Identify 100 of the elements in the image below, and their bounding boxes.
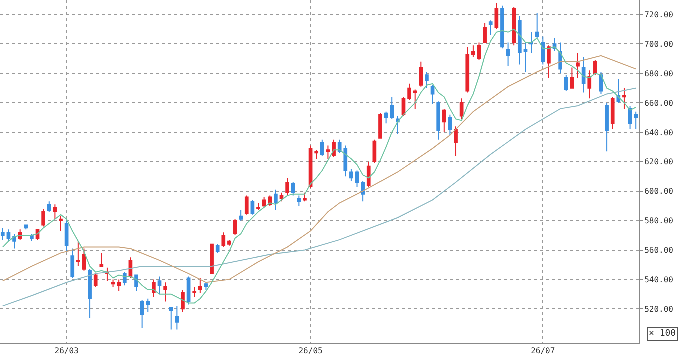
candlestick	[262, 196, 266, 208]
candlestick	[466, 46, 470, 94]
candlestick	[622, 88, 626, 110]
candlestick	[326, 145, 330, 160]
line-series	[2, 88, 637, 307]
candlestick	[413, 89, 418, 110]
candlestick	[372, 139, 377, 164]
candlestick	[134, 274, 138, 292]
candlestick	[634, 111, 638, 130]
y-tick-label: 540.00	[644, 276, 674, 284]
candlestick	[518, 16, 522, 66]
candlestick	[396, 116, 400, 134]
candlestick	[256, 202, 260, 212]
candlestick	[390, 96, 394, 120]
candlestick	[47, 201, 52, 212]
x-tick-label: 26/07	[531, 346, 556, 356]
candlestick	[88, 268, 92, 318]
candlestick	[320, 139, 324, 157]
candlestick	[535, 12, 540, 39]
y-tick-label: 580.00	[644, 216, 674, 226]
candlestick	[233, 218, 238, 236]
line-series	[2, 28, 637, 304]
candlestick	[181, 290, 185, 313]
candlestick	[24, 224, 28, 230]
candlestick	[111, 279, 116, 288]
candlestick	[588, 70, 592, 100]
text: × 100	[649, 329, 676, 339]
y-tick-label: 520.00	[644, 304, 674, 314]
candlestick	[100, 252, 104, 267]
candlestick	[239, 210, 243, 222]
candlestick	[448, 114, 452, 136]
y-tick-label: 560.00	[644, 246, 674, 256]
candlestick	[59, 216, 63, 232]
candlestick	[477, 42, 482, 61]
candlestick	[454, 126, 458, 157]
candlestick	[442, 108, 446, 133]
candlestick	[530, 32, 534, 54]
candlestick	[42, 208, 46, 228]
candlestick	[291, 182, 296, 196]
candlestick	[494, 2, 499, 30]
candlestick	[175, 306, 180, 330]
y-tick-label: 720.00	[644, 10, 674, 20]
y-tick-label: 640.00	[644, 128, 674, 138]
candlestick	[366, 161, 371, 188]
candlestick	[355, 170, 360, 188]
candlestick	[53, 204, 58, 220]
candlestick	[506, 42, 510, 67]
candlestick	[216, 244, 220, 254]
candlestick	[210, 244, 214, 274]
x-tick-label: 26/03	[54, 346, 80, 356]
candlestick	[541, 36, 546, 66]
candlestick	[117, 279, 122, 292]
candlestick	[436, 101, 441, 140]
candlestick	[198, 278, 202, 294]
candlestick	[94, 273, 98, 288]
candlestick	[378, 112, 382, 139]
candlestick	[419, 61, 424, 88]
candlestick	[314, 150, 319, 160]
candlestick	[512, 6, 516, 46]
candlestick	[332, 139, 336, 158]
candlestick	[430, 84, 435, 106]
x-tick-label: 26/05	[298, 346, 324, 356]
candlestick	[488, 20, 493, 36]
candlestick	[425, 72, 429, 89]
candlestick	[222, 232, 226, 248]
candlestick	[605, 102, 609, 152]
y-tick-label: 660.00	[644, 98, 674, 108]
y-tick-label: 600.00	[644, 187, 674, 196]
candlestick	[164, 282, 168, 302]
candlestick	[76, 240, 80, 267]
y-tick-label: 700.00	[644, 40, 674, 49]
candlestick	[500, 5, 504, 50]
candlestick	[384, 111, 388, 124]
candlestick	[186, 276, 191, 306]
candlestick	[228, 239, 232, 246]
candlestick	[0, 228, 5, 240]
candlestick	[564, 74, 568, 92]
candlestick	[350, 168, 354, 182]
candlestick	[582, 56, 586, 94]
candlestick	[70, 248, 75, 279]
candlestick	[274, 189, 278, 212]
candlestick	[297, 195, 302, 207]
candlestick	[594, 60, 598, 76]
candlestick	[169, 307, 174, 330]
candlestick	[64, 220, 69, 252]
candlestick	[547, 45, 551, 79]
candlestick	[460, 98, 464, 120]
candlestick	[524, 42, 528, 73]
candlestick	[361, 180, 365, 202]
candlestick	[576, 52, 580, 79]
candlestick	[158, 276, 162, 295]
candlestick	[472, 45, 476, 58]
candlestick	[570, 67, 574, 89]
candlestick	[6, 229, 11, 242]
line-series	[2, 55, 637, 284]
candlestick	[286, 178, 290, 196]
candlestick	[12, 234, 16, 250]
candlestick	[303, 192, 307, 202]
candlestick	[192, 286, 197, 298]
candlestick	[152, 279, 156, 298]
